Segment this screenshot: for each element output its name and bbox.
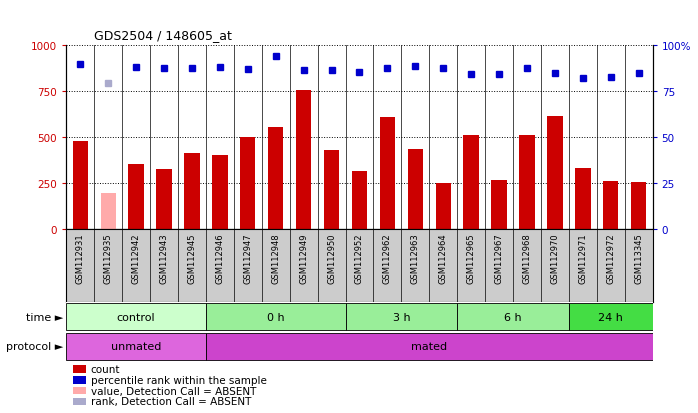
- Text: GSM112950: GSM112950: [327, 233, 336, 283]
- Bar: [240, 138, 255, 230]
- Bar: [463, 136, 479, 230]
- Text: GSM112931: GSM112931: [76, 233, 84, 283]
- Text: GSM113345: GSM113345: [634, 233, 643, 283]
- Bar: [352, 172, 367, 230]
- Text: mated: mated: [411, 342, 447, 351]
- Text: 0 h: 0 h: [267, 312, 285, 322]
- Bar: [631, 183, 646, 230]
- Text: GSM112971: GSM112971: [579, 233, 587, 283]
- Bar: [346, 304, 457, 330]
- Text: GSM112945: GSM112945: [188, 233, 196, 283]
- Bar: [268, 128, 283, 230]
- Text: 24 h: 24 h: [598, 312, 623, 322]
- Bar: [436, 184, 451, 230]
- Text: GSM112970: GSM112970: [551, 233, 559, 283]
- Bar: [408, 150, 423, 230]
- Bar: [457, 304, 569, 330]
- Text: GSM112963: GSM112963: [411, 233, 419, 283]
- Bar: [519, 136, 535, 230]
- Bar: [569, 304, 653, 330]
- Bar: [212, 155, 228, 230]
- Text: GSM112942: GSM112942: [132, 233, 140, 283]
- Text: GSM112967: GSM112967: [495, 233, 503, 283]
- Text: GSM112946: GSM112946: [216, 233, 224, 283]
- Text: percentile rank within the sample: percentile rank within the sample: [91, 375, 267, 385]
- Bar: [184, 153, 200, 230]
- Text: 6 h: 6 h: [504, 312, 522, 322]
- Text: count: count: [91, 364, 120, 374]
- Text: GDS2504 / 148605_at: GDS2504 / 148605_at: [94, 29, 232, 42]
- Text: GSM112962: GSM112962: [383, 233, 392, 283]
- Bar: [380, 118, 395, 230]
- Bar: [547, 116, 563, 230]
- Bar: [324, 151, 339, 230]
- Text: protocol ►: protocol ►: [6, 342, 63, 351]
- Bar: [296, 91, 311, 230]
- Bar: [101, 194, 116, 230]
- Bar: [206, 304, 346, 330]
- Bar: [575, 169, 591, 230]
- Text: control: control: [117, 312, 156, 322]
- Bar: [128, 164, 144, 230]
- Text: GSM112935: GSM112935: [104, 233, 112, 283]
- Text: rank, Detection Call = ABSENT: rank, Detection Call = ABSENT: [91, 396, 251, 406]
- Text: GSM112972: GSM112972: [607, 233, 615, 283]
- Bar: [156, 170, 172, 230]
- Text: 3 h: 3 h: [392, 312, 410, 322]
- Text: GSM112964: GSM112964: [439, 233, 447, 283]
- Text: GSM112965: GSM112965: [467, 233, 475, 283]
- Bar: [66, 304, 206, 330]
- Text: time ►: time ►: [26, 312, 63, 322]
- Text: GSM112947: GSM112947: [244, 233, 252, 283]
- Bar: [603, 182, 618, 230]
- Text: GSM112949: GSM112949: [299, 233, 308, 283]
- Bar: [66, 333, 206, 360]
- Text: value, Detection Call = ABSENT: value, Detection Call = ABSENT: [91, 386, 256, 396]
- Bar: [206, 333, 653, 360]
- Bar: [491, 181, 507, 230]
- Text: GSM112948: GSM112948: [272, 233, 280, 283]
- Text: GSM112952: GSM112952: [355, 233, 364, 283]
- Text: GSM112968: GSM112968: [523, 233, 531, 283]
- Text: GSM112943: GSM112943: [160, 233, 168, 283]
- Text: unmated: unmated: [111, 342, 161, 351]
- Bar: [73, 141, 88, 230]
